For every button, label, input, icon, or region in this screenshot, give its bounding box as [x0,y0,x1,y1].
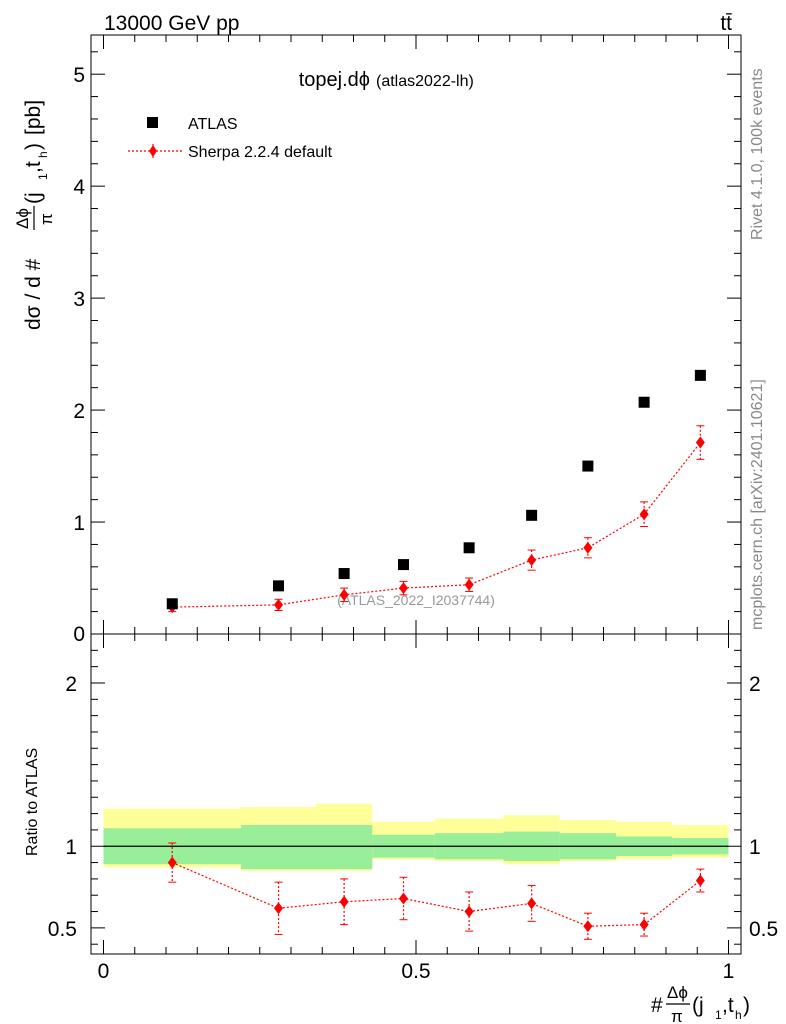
ratio-point [274,902,283,915]
main-ytick-label: 1 [73,512,85,535]
ratio-ytick-label-left: 2 [65,673,77,696]
atlas-point [694,369,706,381]
rivet-label: Rivet 4.1.0, 100k events [749,68,766,240]
atlas-point [582,460,594,472]
main-ytick-label: 2 [73,400,85,423]
plot-title-suffix: (atlas2022-lh) [376,73,474,90]
ratio-stat-band-bin [241,825,316,870]
legend-mc-marker [149,145,157,157]
energy-label: 13000 GeV pp [104,12,239,35]
ratio-point [639,918,649,931]
main-ytick-label: 3 [73,288,85,311]
mc-point [274,598,283,611]
chart-marks: 1 2 3 4 5 0 0 0.5 1 0.5 0.5 1 1 2 2 [48,35,778,983]
xlabel: # Δϕ π (j 1 ,t h ) [651,983,750,1024]
legend-atlas-label: ATLAS [188,116,238,133]
xlabel-comma-t: ,t [722,994,734,1017]
atlas-point [463,542,475,554]
ratio-point [464,905,474,918]
xlabel-frac-num: Δϕ [667,983,688,1002]
mc-point [695,436,705,449]
legend-mc-label: Sherpa 2.2.4 default [188,144,333,161]
ratio-ytick-label-right: 0.5 [749,918,778,941]
mc-series-line [172,442,701,608]
xlabel-close: ) [743,994,750,1017]
atlas-point [526,509,538,521]
atlas-point [273,580,284,592]
xlabel-sub-h: h [735,1008,742,1022]
ratio-point [583,920,593,933]
ratio-xtick-label: 0.5 [401,960,430,983]
main-ytick-label: 5 [73,64,85,87]
ratio-ylabel: Ratio to ATLAS [24,748,41,856]
ratio-point [399,892,408,905]
main-ytick-label: 4 [73,176,85,199]
ratio-point [527,897,537,910]
ratio-ytick-label-right: 2 [749,673,761,696]
analysis-watermark: (ATLAS_2022_I2037744) [337,592,495,608]
xlabel-sub-1: 1 [715,1008,722,1022]
legend-atlas-marker [147,117,158,128]
ylabel-sub-1: 1 [36,173,50,180]
ylabel-frac-den: π [37,213,56,225]
ylabel-comma-t: ,t [22,161,45,173]
mc-point [464,578,474,591]
ratio-xtick-label: 0 [98,960,110,983]
mc-point [639,508,649,521]
ylabel-sub-h: h [36,151,50,158]
process-label: tt̄ [720,12,732,35]
ratio-frame [90,633,742,955]
atlas-point [398,559,409,571]
ratio-ytick-label-left: 1 [65,836,77,859]
ratio-ytick-label-right: 1 [749,836,761,859]
mc-point [527,554,537,567]
mcplots-label: mcplots.cern.ch [arXiv:2401.10621] [749,379,766,630]
ratio-point [695,874,705,887]
ylabel-main-text: dσ / d # [22,258,45,330]
mc-point [399,582,408,595]
mc-point [339,588,349,601]
ylabel-close: ) [22,143,45,150]
plot-title: topej.dϕ [299,69,370,91]
ratio-point [167,856,177,869]
main-ylabel: dσ / d # Δϕ π (j 1 ,t h ) [pb] [13,100,56,330]
ratio-stat-band-bin [316,825,373,870]
mc-point [583,541,593,554]
atlas-point [338,568,350,580]
ratio-series-line [172,862,701,927]
ratio-ytick-label-left: 0.5 [48,918,77,941]
xlabel-args: (j [692,994,704,1017]
xlabel-frac-den: π [671,1007,683,1024]
atlas-point [166,598,178,610]
atlas-point [638,396,650,408]
ratio-point [339,895,349,908]
ylabel-frac-num: Δϕ [13,208,32,229]
ylabel-args: (j [22,192,45,204]
xlabel-hash: # [651,994,663,1017]
ylabel-unit: [pb] [22,100,45,135]
ratio-xtick-label: 1 [723,960,735,983]
main-ytick-label-zero: 0 [73,623,85,646]
